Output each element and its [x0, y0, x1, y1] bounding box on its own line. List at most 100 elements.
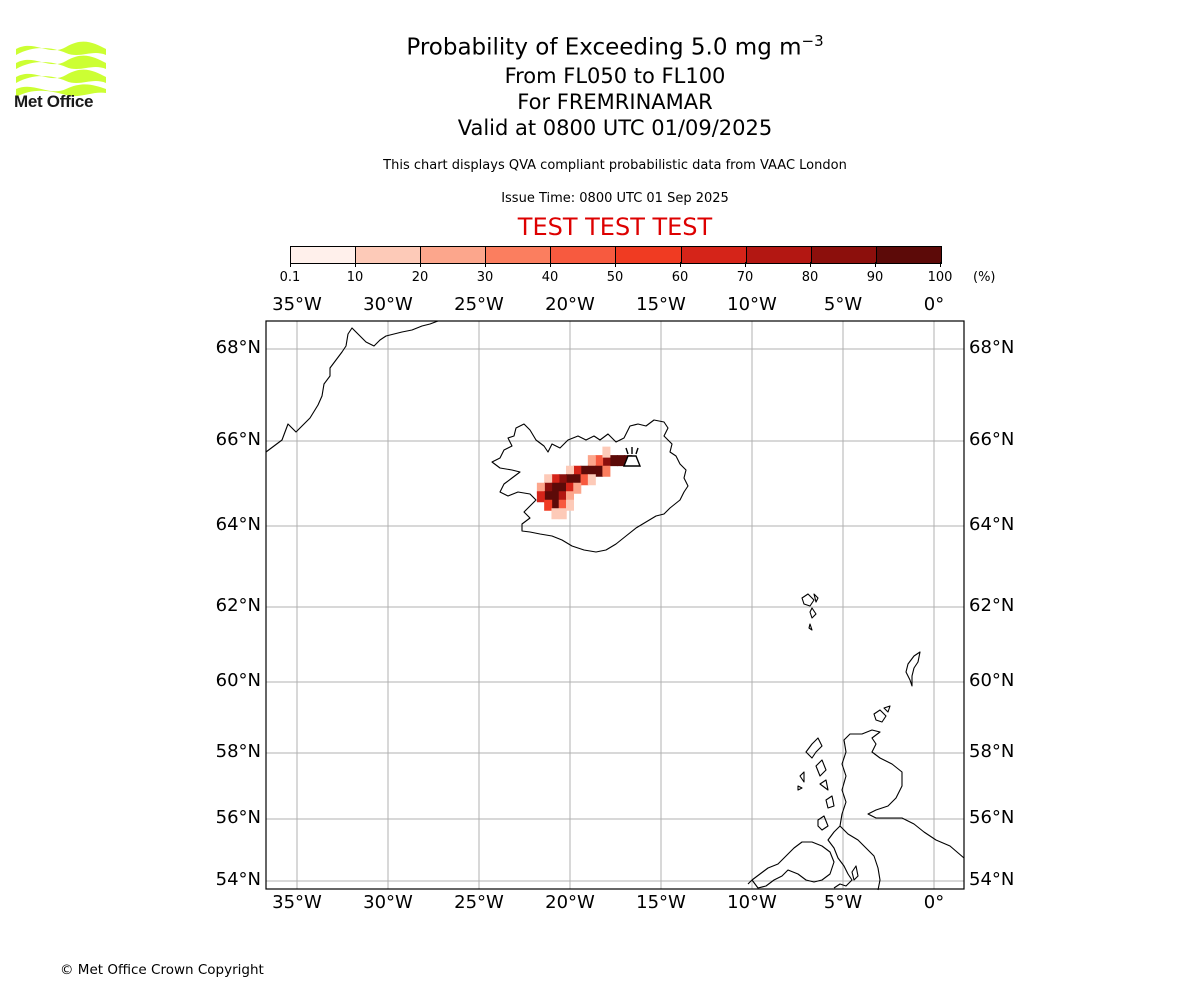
lon-label-bottom: 20°W — [545, 892, 595, 913]
title-line-1: Probability of Exceeding 5.0 mg m−3 — [406, 32, 824, 61]
probability-cell — [580, 474, 589, 486]
probability-cell — [536, 482, 545, 494]
probability-cell — [551, 508, 560, 520]
ireland-coast — [747, 841, 835, 889]
lon-label-bottom: 35°W — [272, 892, 322, 913]
lon-label-top: 5°W — [823, 294, 863, 315]
lon-label-bottom: 0° — [923, 892, 945, 913]
probability-cell — [587, 474, 596, 486]
probability-cell — [602, 446, 611, 458]
probability-cell — [602, 455, 611, 467]
lon-label-top: 30°W — [363, 294, 413, 315]
lon-label-top: 35°W — [272, 294, 322, 315]
probability-cell — [566, 474, 574, 486]
probability-cell — [616, 455, 625, 467]
logo-text: Met Office — [14, 92, 94, 111]
lat-label-right: 60°N — [969, 670, 1015, 691]
probability-cell — [602, 465, 611, 477]
title-line-2: From FL050 to FL100 — [504, 63, 726, 88]
colorbar-tick — [550, 262, 551, 267]
colorbar-segment — [876, 247, 941, 263]
probability-cell — [595, 465, 604, 477]
probability-cell — [551, 474, 560, 486]
lon-label-bottom: 25°W — [454, 892, 504, 913]
colorbar-segment — [616, 247, 682, 263]
iceland-coast — [491, 419, 689, 553]
lat-label-left: 66°N — [215, 429, 261, 450]
subtitle: This chart displays QVA compliant probab… — [383, 158, 847, 173]
lat-label-right: 56°N — [969, 807, 1015, 828]
graticule — [266, 321, 964, 889]
probability-field — [536, 446, 633, 520]
lat-label-left: 68°N — [215, 337, 261, 358]
lat-label-left: 58°N — [215, 741, 261, 762]
probability-cell — [558, 474, 567, 486]
colorbar-tick — [485, 262, 486, 267]
issue-time: Issue Time: 0800 UTC 01 Sep 2025 — [501, 191, 729, 206]
probability-cell — [551, 491, 560, 503]
test-banner: TEST TEST TEST — [517, 213, 713, 241]
probability-cell — [573, 465, 582, 477]
colorbar-tick — [940, 262, 941, 267]
colorbar-segment — [291, 247, 357, 263]
title-superscript: −3 — [801, 32, 824, 50]
probability-cell — [551, 482, 560, 494]
colorbar-tick — [875, 262, 876, 267]
probability-cell — [558, 499, 567, 511]
greenland-coast — [265, 320, 439, 453]
probability-cell — [595, 455, 604, 467]
lat-label-left: 56°N — [215, 807, 261, 828]
lon-label-bottom: 10°W — [727, 892, 777, 913]
colorbar-segment — [811, 247, 877, 263]
lat-label-right: 54°N — [969, 869, 1015, 890]
isle-of-man-coast — [851, 865, 859, 881]
volcano-icon — [622, 447, 642, 467]
probability-cell — [566, 482, 574, 494]
lat-label-left: 62°N — [215, 595, 261, 616]
lon-label-bottom: 15°W — [636, 892, 686, 913]
lon-label-top: 15°W — [636, 294, 686, 315]
colorbar-tick-label: 100 — [927, 270, 953, 285]
probability-cell — [544, 499, 553, 511]
lat-label-right: 64°N — [969, 514, 1015, 535]
colorbar-tick-label: 20 — [411, 270, 429, 285]
colorbar-unit: (%) — [973, 270, 996, 285]
lon-label-top: 10°W — [727, 294, 777, 315]
lat-label-right: 62°N — [969, 595, 1015, 616]
probability-cell — [558, 491, 567, 503]
colorbar-segment — [746, 247, 812, 263]
probability-cell — [544, 474, 553, 486]
colorbar-segment — [486, 247, 552, 263]
colorbar-tick — [290, 262, 291, 267]
title-line-4: Valid at 0800 UTC 01/09/2025 — [457, 115, 773, 140]
chart-title-block: Probability of Exceeding 5.0 mg m−3 From… — [315, 26, 915, 141]
lat-label-left: 60°N — [215, 670, 261, 691]
orkney-coast — [873, 705, 891, 723]
probability-cell — [558, 508, 567, 520]
probability-cell — [566, 491, 574, 503]
colorbar-tick-label: 40 — [541, 270, 559, 285]
colorbar-tick-label: 30 — [476, 270, 494, 285]
probability-cell — [609, 455, 618, 467]
lon-label-top: 20°W — [545, 294, 595, 315]
colorbar-tick-label: 50 — [606, 270, 624, 285]
colorbar-tick-label: 0.1 — [279, 270, 301, 285]
lat-label-left: 54°N — [215, 869, 261, 890]
copyright-text: © Met Office Crown Copyright — [60, 962, 264, 978]
probability-cell — [566, 465, 574, 477]
probability-cell — [580, 465, 589, 477]
lon-label-bottom: 5°W — [823, 892, 863, 913]
colorbar-segment — [681, 247, 747, 263]
probability-cell — [587, 465, 596, 477]
map-frame — [265, 320, 965, 890]
title-line-3: For FREMRINAMAR — [517, 89, 713, 114]
coastlines — [265, 320, 965, 891]
colorbar-tick-label: 60 — [671, 270, 689, 285]
lon-label-top: 25°W — [454, 294, 504, 315]
colorbar-tick-label: 70 — [736, 270, 754, 285]
scotland-coast — [827, 729, 965, 891]
colorbar-segment — [421, 247, 487, 263]
colorbar-ticks: 0.1 10 20 30 40 50 60 70 80 90 100 — [280, 262, 952, 292]
colorbar-tick — [680, 262, 681, 267]
